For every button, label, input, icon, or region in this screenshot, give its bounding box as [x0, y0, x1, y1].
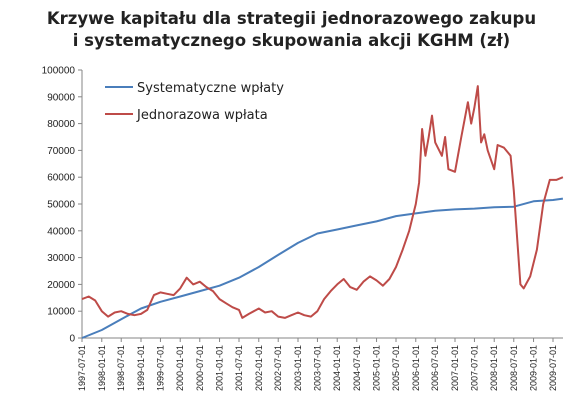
- x-tick-label: 2004-07-01: [352, 345, 362, 391]
- x-tick-label: 2007-01-01: [450, 345, 460, 391]
- x-tick-label: 1998-07-01: [116, 345, 126, 391]
- x-tick-label: 1999-07-01: [155, 345, 165, 391]
- x-axis-ticks: 1997-07-01 1998-01-01 1998-07-01 1999-01-01…: [77, 338, 558, 391]
- y-tick-label: 50000: [47, 200, 75, 211]
- x-tick-label: 2003-01-01: [293, 345, 303, 391]
- y-tick-label: 20000: [47, 280, 75, 291]
- x-tick-label: 2001-07-01: [234, 345, 244, 391]
- x-tick-label: 2008-01-01: [489, 345, 499, 391]
- y-tick-label: 60000: [47, 173, 75, 184]
- x-tick-label: 1999-01-01: [136, 345, 146, 391]
- x-tick-label: 2006-01-01: [411, 345, 421, 391]
- x-tick-label: 1998-01-01: [97, 345, 107, 391]
- x-tick-label: 2000-01-01: [175, 345, 185, 391]
- chart-title-line-2: i systematycznego skupowania akcji KGHM …: [72, 31, 511, 50]
- chart-title: Krzywe kapitału dla strategii jednorazow…: [0, 8, 583, 52]
- x-tick-label: 2005-01-01: [372, 345, 382, 391]
- x-tick-label: 1997-07-01: [77, 345, 87, 391]
- x-tick-label: 2001-01-01: [215, 345, 225, 391]
- x-tick-label: 2009-01-01: [529, 345, 539, 391]
- series-line-2: [81, 85, 564, 319]
- x-tick-label: 2004-01-01: [332, 345, 342, 391]
- y-tick-label: 90000: [47, 92, 75, 103]
- y-tick-label: 70000: [47, 146, 75, 157]
- legend-label-2: Jednorazowa wpłata: [136, 108, 268, 123]
- x-tick-label: 2000-07-01: [195, 345, 205, 391]
- y-tick-label: 0: [69, 334, 75, 345]
- x-tick-label: 2009-07-01: [548, 345, 558, 391]
- x-tick-label: 2007-07-01: [469, 345, 479, 391]
- y-tick-label: 80000: [47, 119, 75, 130]
- y-tick-label: 40000: [47, 226, 75, 237]
- series-line-1: [81, 197, 564, 339]
- y-tick-label: 100000: [42, 66, 76, 77]
- y-axis-ticks: 0 10000 20000 30000 40000 50000 60000 70000 8000…: [42, 66, 82, 345]
- x-tick-label: 2005-07-01: [391, 345, 401, 391]
- legend-label-1: Systematyczne wpłaty: [137, 81, 284, 96]
- x-tick-label: 2002-07-01: [273, 345, 283, 391]
- y-tick-label: 30000: [47, 253, 75, 264]
- x-tick-label: 2006-07-01: [430, 345, 440, 391]
- x-tick-label: 2003-07-01: [312, 345, 322, 391]
- x-tick-label: 2008-07-01: [509, 345, 519, 391]
- legend: Systematyczne wpłaty Jednorazowa wpłata: [105, 81, 284, 123]
- x-tick-label: 2002-01-01: [254, 345, 264, 391]
- series-layer: [81, 85, 564, 339]
- y-tick-label: 10000: [47, 307, 75, 318]
- chart-title-line-1: Krzywe kapitału dla strategii jednorazow…: [46, 9, 537, 28]
